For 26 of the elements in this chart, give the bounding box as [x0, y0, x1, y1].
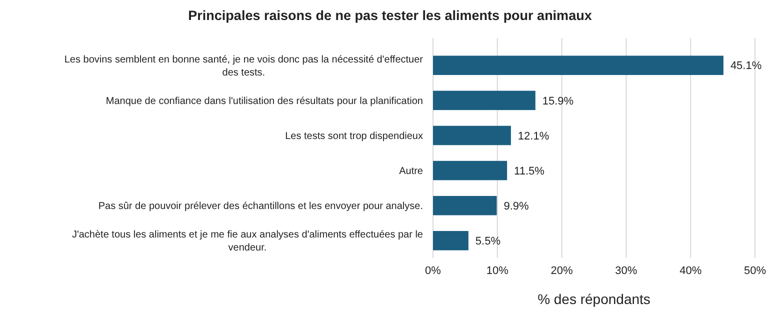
- chart-title: Principales raisons de ne pas tester les aliments pour animaux: [188, 8, 592, 23]
- y-tick-label: Les tests sont trop dispendieux: [285, 130, 423, 142]
- data-label: 12.1%: [518, 130, 550, 142]
- y-tick-label: Les bovins semblent en bonne santé, je ne vois donc pas la nécessité d'effectuer des tests.: [64, 54, 424, 78]
- bar: [433, 231, 468, 250]
- x-axis-title: % des répondants: [538, 291, 650, 307]
- x-tick-label: 50%: [744, 264, 766, 277]
- bar: [433, 126, 511, 146]
- y-tick-label: Autre: [399, 166, 424, 178]
- data-label: 15.9%: [542, 95, 574, 108]
- x-tick-label: 0%: [425, 264, 442, 277]
- y-tick-label: Manque de confiance dans l'utilisation des résultats pour la planification: [106, 96, 423, 107]
- data-label: 11.5%: [514, 165, 545, 178]
- x-tick-label: 20%: [550, 264, 574, 277]
- data-label: 5.5%: [475, 235, 501, 248]
- x-tick-label: 10%: [486, 264, 509, 277]
- y-tick-label: Pas sûr de pouvoir prélever des échantillons et les envoyer pour analyse.: [98, 201, 423, 212]
- bar: [433, 56, 724, 75]
- data-label: 45.1%: [730, 60, 762, 72]
- bar: [433, 90, 536, 110]
- bar: [433, 160, 508, 180]
- data-label: 9.9%: [504, 200, 530, 212]
- bar: [433, 196, 497, 216]
- y-tick-label: J'achète tous les aliments et je me fie aux analyses d'aliments effectuées par le vendeur.: [72, 230, 424, 254]
- x-tick-label: 30%: [615, 264, 638, 277]
- x-tick-label: 40%: [680, 264, 702, 277]
